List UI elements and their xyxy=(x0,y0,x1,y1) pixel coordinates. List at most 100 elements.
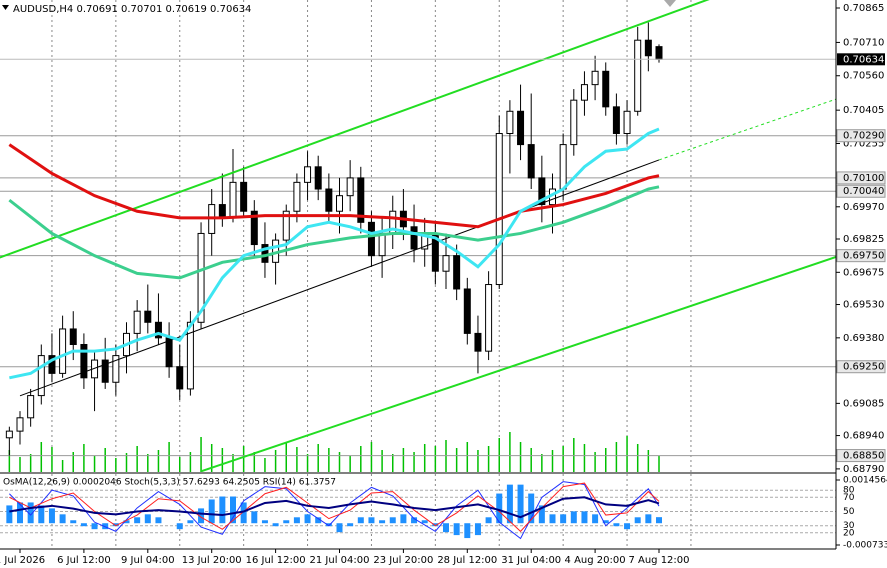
histogram-bar xyxy=(613,523,620,527)
candle-body xyxy=(176,366,184,390)
level-box xyxy=(836,184,886,198)
candle-body xyxy=(101,359,109,383)
histogram-bar xyxy=(155,517,162,524)
histogram-bar xyxy=(336,523,343,533)
level-box xyxy=(836,249,886,263)
histogram-bar xyxy=(347,523,354,527)
level-box xyxy=(836,449,886,463)
candle-body xyxy=(16,417,24,432)
histogram-bar xyxy=(59,514,66,524)
histogram-bar xyxy=(421,520,428,524)
histogram-bar xyxy=(389,517,396,524)
oscillator-title: OsMA(12,26,9) 0.0002046 Stoch(5,3,3) 57.… xyxy=(3,478,336,488)
histogram-bar xyxy=(17,502,23,524)
candle-body xyxy=(559,144,567,190)
oscillator-line xyxy=(9,482,660,533)
candle-body xyxy=(655,46,663,60)
oscillator-line xyxy=(9,496,660,519)
trend-line xyxy=(0,0,710,259)
candle-body xyxy=(527,144,535,179)
candle-body xyxy=(165,337,173,368)
moving-average xyxy=(8,185,660,280)
histogram-bar xyxy=(251,511,258,524)
candle-body xyxy=(623,110,631,134)
histogram-bar xyxy=(91,523,98,530)
y-tick-label: 0.70865 xyxy=(843,3,884,14)
histogram-bar xyxy=(38,505,45,524)
y2-tick-label: -0.0007336 xyxy=(843,541,887,551)
candle-body xyxy=(144,310,152,323)
candle-body xyxy=(346,177,354,197)
candle-body xyxy=(293,181,301,212)
candle-body xyxy=(154,321,162,339)
histogram-bar xyxy=(70,520,77,524)
candle-body xyxy=(37,355,45,397)
y-tick-label: 0.70560 xyxy=(843,71,884,82)
histogram-bar xyxy=(304,514,311,524)
histogram-bar xyxy=(592,514,599,524)
candle-body xyxy=(453,255,461,290)
last-price-label: 0.70634 xyxy=(843,54,884,65)
histogram-bar xyxy=(443,523,449,533)
histogram-bar xyxy=(6,505,13,524)
candle-body xyxy=(612,106,620,134)
y-tick-label: 20 xyxy=(843,528,855,538)
candle-body xyxy=(336,195,343,212)
candle-body xyxy=(538,177,546,206)
histogram-bar xyxy=(549,514,556,524)
candle-body xyxy=(325,188,333,212)
histogram-bar xyxy=(187,520,194,524)
histogram-bar xyxy=(293,517,300,524)
menu-arrow[interactable] xyxy=(2,5,9,10)
candle-body xyxy=(133,310,141,334)
candle-body xyxy=(218,204,226,219)
y-tick-label: 0.68790 xyxy=(843,464,884,475)
candle-body xyxy=(80,344,88,379)
candle-body xyxy=(250,210,258,246)
histogram-bar xyxy=(112,523,119,527)
candle-body xyxy=(463,288,471,334)
histogram-bar xyxy=(123,520,130,524)
candle-body xyxy=(59,328,67,374)
histogram-bar xyxy=(176,523,183,530)
x-tick-label: 31 Jul 04:00 xyxy=(501,555,561,566)
candle-body xyxy=(197,232,205,323)
y-tick-label: 0.69380 xyxy=(843,333,884,344)
histogram-bar xyxy=(400,514,407,524)
level-box xyxy=(836,360,886,374)
histogram-bar xyxy=(485,517,492,524)
chart-title: AUDUSD,H4 0.70691 0.70701 0.70619 0.7063… xyxy=(13,4,251,15)
candle-body xyxy=(378,232,386,257)
histogram-bar xyxy=(48,508,55,524)
histogram-bar xyxy=(80,523,87,527)
histogram-bar xyxy=(517,484,524,524)
y-tick-label: 50 xyxy=(843,507,855,517)
histogram-bar xyxy=(208,499,215,524)
histogram-bar xyxy=(325,523,332,527)
histogram-bar xyxy=(464,523,471,539)
y-tick-label: 70 xyxy=(843,493,855,503)
candle-body xyxy=(186,321,194,390)
histogram-bar xyxy=(656,517,662,524)
candle-body xyxy=(304,166,312,183)
candle-body xyxy=(442,255,450,272)
candle-body xyxy=(570,99,578,146)
candle-body xyxy=(474,332,482,352)
last-price-box xyxy=(837,53,885,66)
histogram-bar xyxy=(379,520,386,524)
histogram-bar xyxy=(474,523,481,536)
histogram-bar xyxy=(315,517,322,524)
histogram-bar xyxy=(570,511,577,524)
trend-line xyxy=(19,159,660,397)
y-tick-label: 0.68940 xyxy=(843,431,884,442)
histogram-bar xyxy=(368,517,375,524)
main-panel xyxy=(0,0,836,472)
level-label: 0.69250 xyxy=(843,362,884,373)
moving-average xyxy=(8,143,660,229)
candle-body xyxy=(506,110,514,134)
candle-body xyxy=(357,177,365,223)
y-tick-label: 0.70405 xyxy=(843,105,884,116)
level-label: 0.68850 xyxy=(843,451,884,462)
